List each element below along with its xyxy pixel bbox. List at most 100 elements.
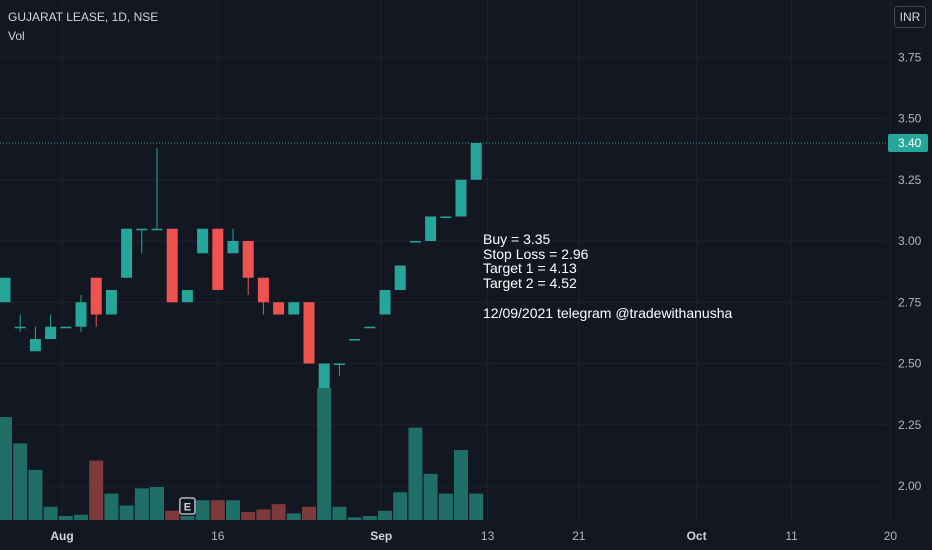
stop-loss-line: Stop Loss = 2.96 <box>483 245 589 262</box>
candle-body <box>29 339 41 352</box>
volume-bar <box>226 500 240 520</box>
volume-bar <box>378 510 392 520</box>
price-tick-label: 2.00 <box>898 479 922 493</box>
time-tick-label: Sep <box>370 529 392 543</box>
price-tick-label: 3.25 <box>898 173 922 187</box>
target-1-line: Target 1 = 4.13 <box>483 260 577 277</box>
candle-body <box>288 302 300 315</box>
annotation-footer: 12/09/2021 telegram @tradewithanusha <box>483 305 733 322</box>
candle-body <box>318 363 330 388</box>
candle-body <box>60 326 72 329</box>
volume-bar <box>332 506 347 520</box>
target-2-line: Target 2 = 4.52 <box>483 274 577 291</box>
volume-bar <box>393 492 408 520</box>
earnings-event-marker[interactable]: E <box>179 497 196 515</box>
volume-bar <box>195 500 210 520</box>
event-marker-label[interactable]: E <box>184 502 191 514</box>
candle-body <box>349 339 361 341</box>
volume-bar <box>454 450 468 520</box>
volume-bar <box>286 513 301 520</box>
time-tick-label: 16 <box>211 529 225 543</box>
volume-bar <box>408 427 423 520</box>
candle-body <box>75 302 87 327</box>
trade-annotation: Buy = 3.35 Stop Loss = 2.96 Target 1 = 4… <box>483 232 732 321</box>
volume-bar <box>89 460 104 520</box>
volume-legend-label[interactable]: Vol <box>8 29 25 43</box>
volume-bar <box>347 517 362 520</box>
symbol-title[interactable]: GUJARAT LEASE, 1D, NSE <box>8 10 159 24</box>
last-price-label: 3.40 <box>898 136 922 150</box>
time-tick-label: Oct <box>687 529 707 543</box>
volume-bar <box>256 509 271 520</box>
volume-bar <box>104 493 119 520</box>
volume-bar <box>28 469 43 520</box>
candlestick-series <box>0 143 482 388</box>
currency-button[interactable]: INR <box>894 6 926 28</box>
candle-body <box>364 326 376 329</box>
volume-bar <box>362 516 377 520</box>
volume-bar <box>0 417 12 520</box>
candle-body <box>303 302 315 364</box>
volume-bar <box>13 443 28 520</box>
last-price-badge <box>888 134 928 152</box>
volume-bar <box>119 505 134 520</box>
candle-body <box>273 302 285 315</box>
candle-body <box>455 179 467 217</box>
price-tick-label: 3.50 <box>898 112 922 126</box>
candle-body <box>136 228 148 231</box>
candle-body <box>425 216 437 241</box>
price-tick-label: 2.75 <box>898 295 922 309</box>
price-tick-label: 2.50 <box>898 357 922 371</box>
volume-bar <box>423 473 438 520</box>
chart-legend: GUJARAT LEASE, 1D, NSE Vol <box>8 9 158 44</box>
price-tick-label: 3.00 <box>898 234 922 248</box>
volume-bar <box>317 388 332 520</box>
candle-body <box>212 228 224 290</box>
candle-body <box>181 290 193 303</box>
candle-body <box>409 241 421 243</box>
volume-bar <box>210 500 225 520</box>
price-tick-label: 3.75 <box>898 50 922 64</box>
candle-body <box>333 363 345 365</box>
volume-bar <box>43 506 58 520</box>
time-tick-label: 20 <box>884 529 898 543</box>
time-tick-label: 13 <box>481 529 495 543</box>
candle-body <box>440 216 452 218</box>
candle-body <box>121 228 133 278</box>
candle-body <box>105 290 117 315</box>
candle-body <box>45 326 57 339</box>
time-axis[interactable]: Aug 16 Sep 13 21 Oct 11 20 <box>50 529 897 543</box>
event-marker-box[interactable] <box>179 497 196 515</box>
volume-bar <box>150 487 164 520</box>
annotation-spacer <box>483 290 732 306</box>
price-tick-label: 2.25 <box>898 418 922 432</box>
candle-body <box>151 228 163 231</box>
volume-bar <box>134 488 149 520</box>
candle-body <box>166 228 178 303</box>
volume-bar <box>58 516 73 520</box>
volume-bar <box>165 510 180 520</box>
chart-grid <box>0 0 891 521</box>
volume-bars <box>0 388 484 520</box>
buy-line: Buy = 3.35 <box>483 231 551 247</box>
volume-bar <box>74 514 88 520</box>
candle-body <box>227 241 239 254</box>
candle-body <box>14 326 26 329</box>
time-tick-label: 21 <box>572 529 586 543</box>
candle-body <box>470 143 482 180</box>
volume-bar <box>241 512 256 520</box>
candle-body <box>242 241 254 278</box>
price-axis[interactable]: 2.00 2.25 2.50 2.75 3.00 3.25 3.50 3.75 3.40 <box>888 50 928 493</box>
candle-body <box>379 290 391 315</box>
time-tick-label: 11 <box>785 529 798 543</box>
volume-bar <box>469 493 484 520</box>
candle-body <box>197 228 209 254</box>
volume-bar <box>180 516 195 520</box>
volume-bar <box>271 504 286 520</box>
candle-body <box>0 277 11 303</box>
volume-bar <box>438 493 453 520</box>
time-tick-label: Aug <box>50 529 73 543</box>
candle-body <box>257 277 269 303</box>
candle-body <box>90 277 102 315</box>
